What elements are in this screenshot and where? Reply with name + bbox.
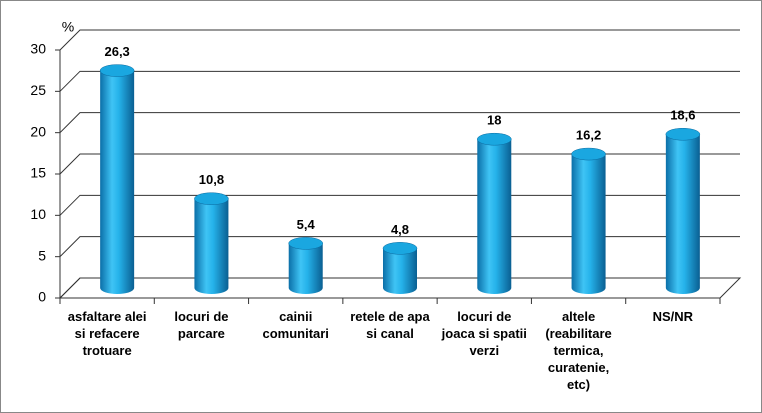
value-label: 26,3 <box>104 44 129 59</box>
bar-top <box>382 242 418 255</box>
bar-top <box>99 64 135 77</box>
x-tick-label: locuri de joaca si spatii verzi <box>441 309 527 358</box>
x-tick-label: NS/NR <box>652 309 694 324</box>
x-tick-label: altele (reabilitare termica, curatenie, … <box>545 309 612 392</box>
value-label: 16,2 <box>576 128 601 143</box>
grid-line <box>59 112 740 134</box>
bar-top <box>477 132 512 146</box>
bar-top <box>665 127 701 141</box>
bar <box>383 248 417 294</box>
y-tick-label: 0 <box>38 289 46 305</box>
x-tick-label-box: locuri de joaca si spatii verzi <box>441 309 527 358</box>
bar <box>665 134 700 294</box>
value-label: 18,6 <box>670 108 695 123</box>
x-tick-label-box: asfaltare alei si refacere trotuare <box>67 309 147 358</box>
y-tick-label: 30 <box>30 41 46 57</box>
y-axis-label: % <box>62 19 74 35</box>
y-tick-label: 25 <box>30 82 46 98</box>
value-label: 18 <box>487 113 501 128</box>
y-tick-label: 10 <box>30 206 46 222</box>
bar-top <box>288 237 323 250</box>
value-label: 4,8 <box>391 222 409 237</box>
x-tick-label: locuri de parcare <box>174 309 229 341</box>
x-tick-label-box: cainii comunitari <box>262 309 329 341</box>
x-tick-label: asfaltare alei si refacere trotuare <box>67 309 147 358</box>
grid-line <box>59 236 740 258</box>
x-tick-label-box: retele de apa si canal <box>350 309 430 341</box>
bar-top <box>571 147 606 161</box>
grid-line <box>59 153 740 175</box>
x-tick-label: cainii comunitari <box>262 309 329 341</box>
x-tick-label: retele de apa si canal <box>350 309 430 341</box>
bar-top <box>194 192 229 205</box>
x-tick-label-box: NS/NR <box>652 309 694 324</box>
grid-line <box>59 70 740 92</box>
value-label: 5,4 <box>297 217 316 232</box>
bar <box>477 139 512 294</box>
x-tick-label-box: altele (reabilitare termica, curatenie, … <box>545 309 612 392</box>
value-label: 10,8 <box>199 172 224 187</box>
y-tick-label: 20 <box>30 123 46 139</box>
grid-line <box>59 277 740 299</box>
x-tick-label-box: locuri de parcare <box>174 309 229 341</box>
y-tick-label: 15 <box>30 165 46 181</box>
grid-line <box>59 194 740 216</box>
bar <box>100 70 135 294</box>
bar <box>571 154 606 294</box>
grid-line <box>59 29 740 51</box>
bar <box>288 243 323 294</box>
y-tick-label: 5 <box>38 247 46 263</box>
bar <box>194 198 229 294</box>
